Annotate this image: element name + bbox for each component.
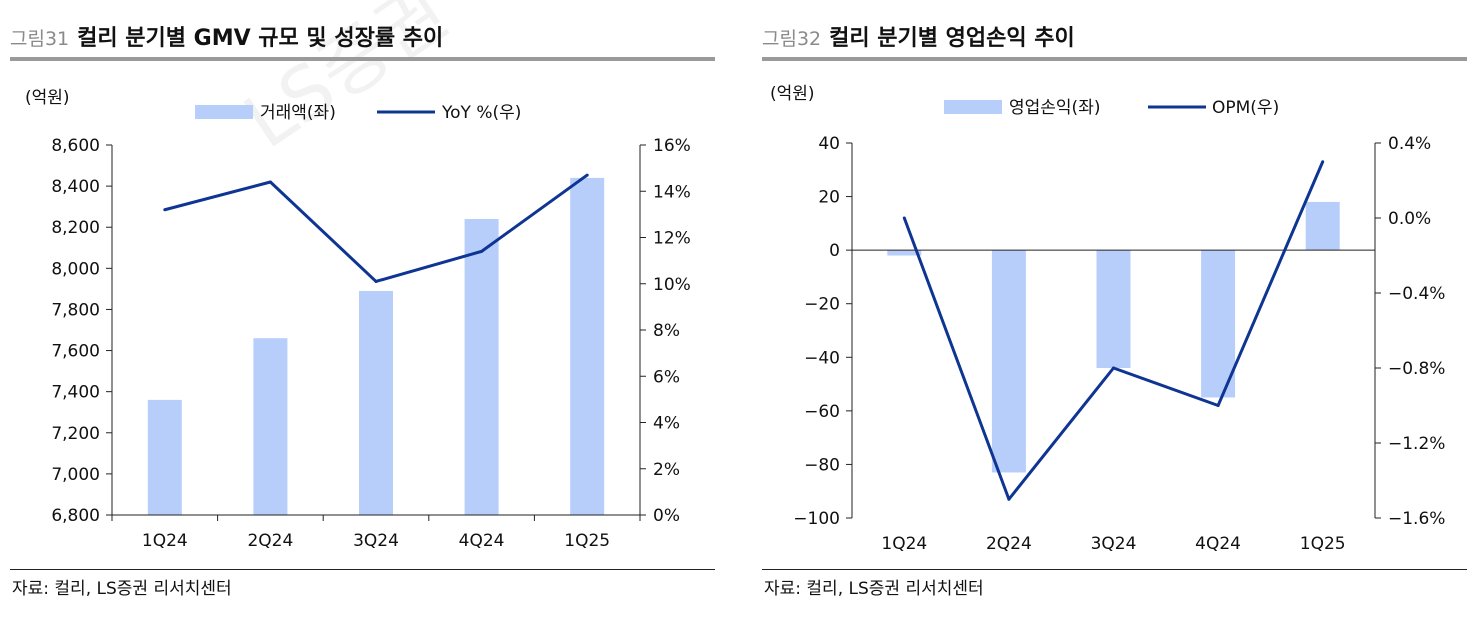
right-axis-tick-label: 2% — [653, 460, 680, 480]
right-axis-tick-label: 8% — [653, 321, 680, 341]
figure-header: 그림31 컬리 분기별 GMV 규모 및 성장률 추이 — [10, 20, 443, 52]
x-axis-tick-label: 3Q24 — [353, 531, 399, 551]
source-rule — [10, 569, 715, 570]
line-point — [1216, 404, 1220, 407]
left-axis-tick-label: 7,600 — [51, 342, 100, 362]
left-axis-tick-label: 6,800 — [51, 506, 100, 526]
bar — [253, 338, 288, 515]
gmv-chart: (억원) 거래액(좌) YoY %(우) 6,800 7,000 7,200 7,40… — [25, 88, 691, 551]
bar — [887, 250, 922, 256]
figure-31: 그림31 컬리 분기별 GMV 규모 및 성장률 추이 (억원) 거래액(좌) Y… — [0, 0, 730, 620]
right-axis-tick-label: 6% — [653, 367, 680, 387]
right-axis-tick-label: 16% — [653, 136, 691, 156]
line-point — [374, 279, 378, 283]
left-axis-tick-label: −80 — [804, 455, 840, 475]
operating-profit-chart: (억원) 영업손익(좌) OPM(우) −100 −80 −60 −40 −20 0 20 4… — [770, 84, 1445, 554]
bar — [464, 219, 499, 515]
left-axis-tick-label: 7,800 — [51, 300, 100, 320]
figure-number: 그림31 — [10, 28, 70, 50]
bar — [1096, 250, 1131, 368]
left-axis-tick-label: 0 — [829, 241, 840, 261]
y-axis-unit: (억원) — [770, 84, 815, 104]
x-axis-tick-label: 4Q24 — [1195, 534, 1241, 554]
line-series — [164, 173, 589, 283]
line-point — [1321, 160, 1325, 164]
bar — [570, 177, 605, 515]
left-axis-tick-label: −40 — [804, 348, 840, 368]
line-point — [268, 180, 272, 184]
left-axis-tick-label: 7,000 — [51, 465, 100, 485]
left-axis-tick-label: 8,000 — [51, 259, 100, 279]
left-axis-tick-label: 7,200 — [51, 424, 100, 444]
right-axis-tick-label: 4% — [653, 414, 680, 434]
left-axis-tick-label: 8,400 — [51, 177, 100, 197]
x-axis-tick-label: 1Q24 — [142, 531, 188, 551]
line-point — [902, 216, 906, 220]
legend: 거래액(좌) YoY %(우) — [195, 103, 521, 123]
x-axis-tick-label: 3Q24 — [1091, 534, 1137, 554]
right-axis-tick-label: −1.6% — [1388, 509, 1445, 529]
source-note: 자료: 컬리, LS증권 리서치센터 — [764, 579, 984, 599]
right-axis-tick-label: 0% — [653, 506, 680, 526]
legend-line-label: YoY %(우) — [441, 103, 521, 123]
x-axis-tick-label: 2Q24 — [986, 534, 1032, 554]
plot-area: 6,800 7,000 7,200 7,400 7,600 7,800 8,000 8,200… — [51, 136, 690, 551]
right-axis-tick-label: 0.0% — [1388, 209, 1431, 229]
left-axis-tick-label: −60 — [804, 402, 840, 422]
left-axis-tick-label: −20 — [804, 295, 840, 315]
bar — [359, 290, 393, 515]
right-axis-tick-label: 10% — [653, 275, 691, 295]
bar — [1201, 250, 1236, 398]
plot-area: −100 −80 −60 −40 −20 0 20 40 −1.6% −1.2% −0.8% −0.4… — [793, 134, 1445, 554]
legend-bar-swatch — [944, 100, 1002, 114]
bar — [1305, 201, 1340, 251]
figure-number: 그림32 — [762, 28, 822, 50]
line-point — [480, 249, 484, 253]
legend-bar-swatch — [195, 105, 253, 119]
right-axis-tick-label: −1.2% — [1388, 434, 1445, 454]
right-axis-tick-label: −0.8% — [1388, 359, 1445, 379]
line-point — [1007, 497, 1011, 501]
line-point — [163, 208, 167, 212]
title-rule — [10, 57, 715, 61]
x-axis-tick-label: 1Q25 — [1300, 534, 1346, 554]
source-rule — [762, 569, 1467, 570]
title-rule — [762, 57, 1467, 61]
left-axis-tick-label: 8,200 — [51, 218, 100, 238]
figure-title: 컬리 분기별 GMV 규모 및 성장률 추이 — [77, 26, 444, 51]
legend: 영업손익(좌) OPM(우) — [944, 98, 1279, 118]
x-axis-tick-label: 4Q24 — [459, 531, 505, 551]
legend-bar-label: 영업손익(좌) — [1009, 98, 1100, 118]
legend-bar-label: 거래액(좌) — [260, 103, 336, 123]
left-axis-tick-label: 20 — [818, 188, 840, 208]
x-axis-tick-label: 2Q24 — [247, 531, 293, 551]
bar — [991, 250, 1026, 473]
bar — [147, 399, 182, 515]
source-note: 자료: 컬리, LS증권 리서치센터 — [12, 579, 232, 599]
line-point — [1112, 366, 1115, 370]
x-axis-tick-label: 1Q25 — [564, 531, 610, 551]
figure-header: 그림32 컬리 분기별 영업손익 추이 — [762, 20, 1075, 52]
y-axis-unit: (억원) — [25, 88, 70, 108]
left-axis-tick-label: 7,400 — [51, 383, 100, 403]
line-point — [585, 173, 589, 177]
left-axis-tick-label: 8,600 — [51, 136, 100, 156]
x-axis-tick-label: 1Q24 — [881, 534, 927, 554]
right-axis-tick-label: 0.4% — [1388, 134, 1431, 154]
legend-line-label: OPM(우) — [1212, 98, 1279, 118]
right-axis-tick-label: −0.4% — [1388, 284, 1445, 304]
figure-title: 컬리 분기별 영업손익 추이 — [829, 26, 1075, 51]
left-axis-tick-label: −100 — [793, 509, 840, 529]
figure-32: 그림32 컬리 분기별 영업손익 추이 (억원) 영업손익(좌) OPM(우) −… — [752, 0, 1476, 620]
right-axis-tick-label: 14% — [653, 182, 691, 202]
left-axis-tick-label: 40 — [818, 134, 840, 154]
right-axis-tick-label: 12% — [653, 229, 691, 249]
